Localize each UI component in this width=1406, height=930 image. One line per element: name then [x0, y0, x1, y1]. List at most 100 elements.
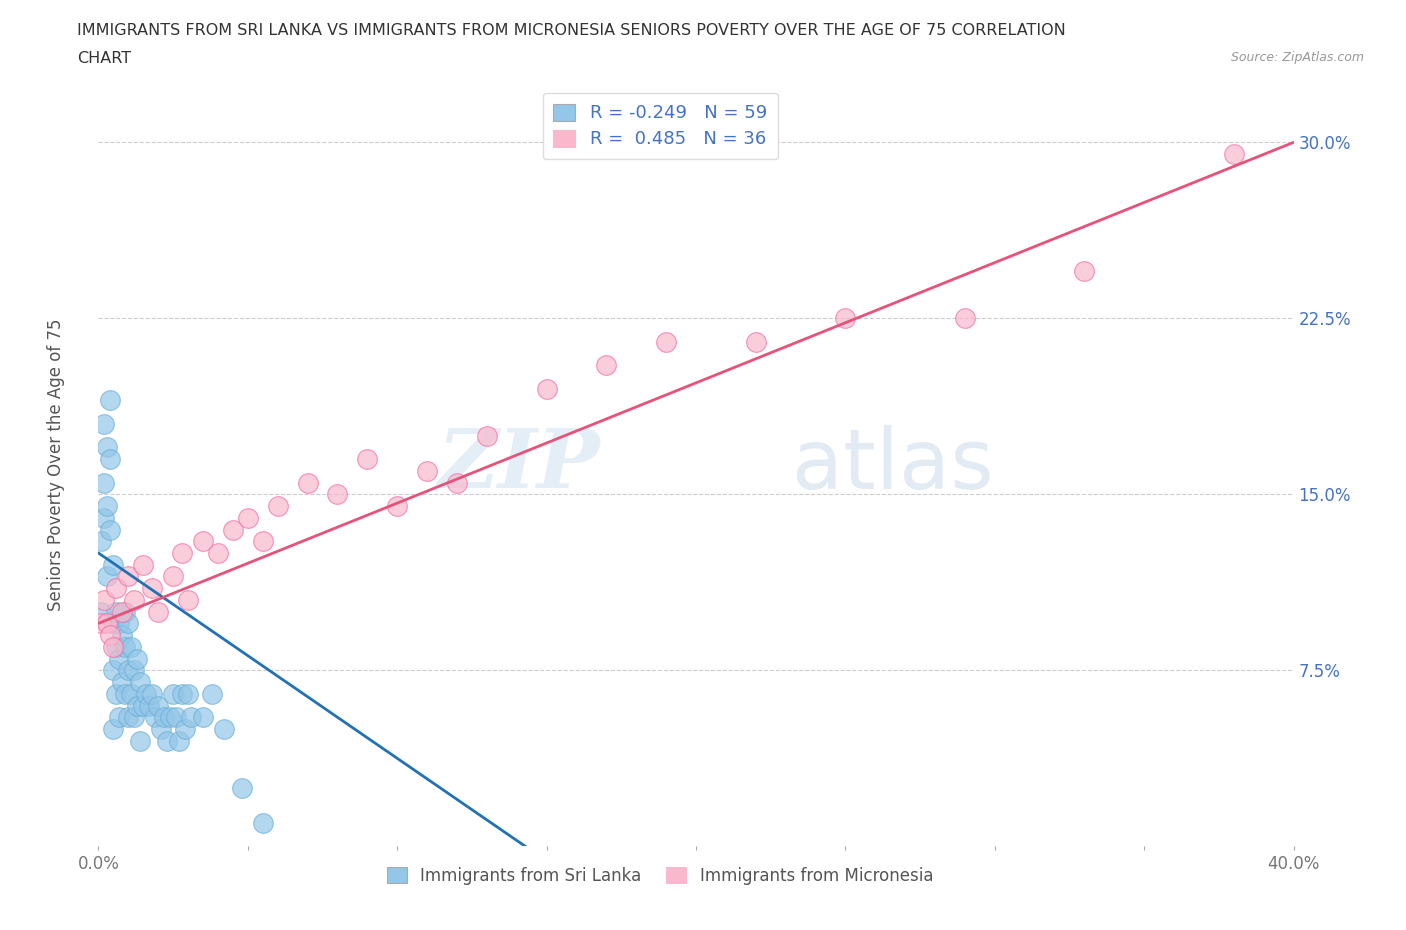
Point	[132, 557, 155, 572]
Point	[127, 651, 149, 666]
Text: ZIP: ZIP	[437, 425, 600, 505]
Point	[103, 663, 125, 678]
Point	[267, 498, 290, 513]
Point	[446, 475, 468, 490]
Point	[745, 335, 768, 350]
Point	[111, 628, 134, 643]
Point	[165, 710, 187, 724]
Point	[138, 698, 160, 713]
Point	[90, 534, 112, 549]
Point	[595, 358, 617, 373]
Point	[108, 616, 131, 631]
Text: IMMIGRANTS FROM SRI LANKA VS IMMIGRANTS FROM MICRONESIA SENIORS POVERTY OVER THE: IMMIGRANTS FROM SRI LANKA VS IMMIGRANTS …	[77, 23, 1066, 38]
Point	[191, 534, 214, 549]
Point	[103, 616, 125, 631]
Point	[124, 592, 146, 607]
Point	[117, 710, 139, 724]
Point	[124, 663, 146, 678]
Point	[162, 686, 184, 701]
Point	[96, 498, 118, 513]
Point	[132, 698, 155, 713]
Point	[153, 710, 176, 724]
Legend: Immigrants from Sri Lanka, Immigrants from Micronesia: Immigrants from Sri Lanka, Immigrants fr…	[380, 860, 941, 891]
Point	[111, 674, 134, 689]
Point	[385, 498, 409, 513]
Point	[212, 722, 235, 737]
Point	[222, 522, 245, 537]
Point	[120, 686, 142, 701]
Point	[114, 686, 136, 701]
Text: atlas: atlas	[792, 424, 993, 506]
Point	[536, 381, 558, 396]
Point	[90, 616, 112, 631]
Point	[98, 522, 122, 537]
Point	[127, 698, 149, 713]
Point	[207, 546, 229, 561]
Point	[114, 604, 136, 619]
Point	[120, 640, 142, 655]
Point	[177, 592, 200, 607]
Point	[93, 475, 115, 490]
Point	[655, 335, 678, 350]
Point	[834, 311, 856, 325]
Point	[108, 710, 131, 724]
Point	[252, 816, 274, 830]
Text: Source: ZipAtlas.com: Source: ZipAtlas.com	[1230, 51, 1364, 64]
Point	[103, 640, 125, 655]
Point	[177, 686, 200, 701]
Point	[141, 580, 163, 595]
Point	[105, 640, 128, 655]
Point	[162, 569, 184, 584]
Point	[174, 722, 197, 737]
Point	[172, 546, 194, 561]
Point	[231, 780, 253, 795]
Point	[172, 686, 194, 701]
Point	[103, 557, 125, 572]
Point	[156, 733, 179, 748]
Point	[96, 440, 118, 455]
Point	[159, 710, 181, 724]
Point	[191, 710, 214, 724]
Point	[416, 463, 439, 478]
Point	[90, 604, 112, 619]
Point	[93, 417, 115, 432]
Point	[1223, 147, 1246, 162]
Point	[356, 452, 378, 467]
Point	[297, 475, 319, 490]
Text: Seniors Poverty Over the Age of 75: Seniors Poverty Over the Age of 75	[48, 319, 65, 611]
Text: CHART: CHART	[77, 51, 131, 66]
Point	[93, 511, 115, 525]
Point	[103, 722, 125, 737]
Point	[1073, 264, 1095, 279]
Point	[117, 616, 139, 631]
Point	[114, 640, 136, 655]
Point	[148, 698, 170, 713]
Point	[98, 628, 122, 643]
Point	[252, 534, 274, 549]
Point	[475, 428, 498, 443]
Point	[180, 710, 202, 724]
Point	[105, 686, 128, 701]
Point	[96, 569, 118, 584]
Point	[201, 686, 224, 701]
Point	[96, 616, 118, 631]
Point	[105, 604, 128, 619]
Point	[117, 569, 139, 584]
Point	[150, 722, 173, 737]
Point	[236, 511, 259, 525]
Point	[143, 710, 166, 724]
Point	[141, 686, 163, 701]
Point	[111, 604, 134, 619]
Point	[108, 651, 131, 666]
Point	[98, 452, 122, 467]
Point	[129, 674, 152, 689]
Point	[326, 487, 349, 502]
Point	[167, 733, 190, 748]
Point	[135, 686, 157, 701]
Point	[124, 710, 146, 724]
Point	[148, 604, 170, 619]
Point	[129, 733, 152, 748]
Point	[105, 580, 128, 595]
Point	[98, 393, 122, 408]
Point	[93, 592, 115, 607]
